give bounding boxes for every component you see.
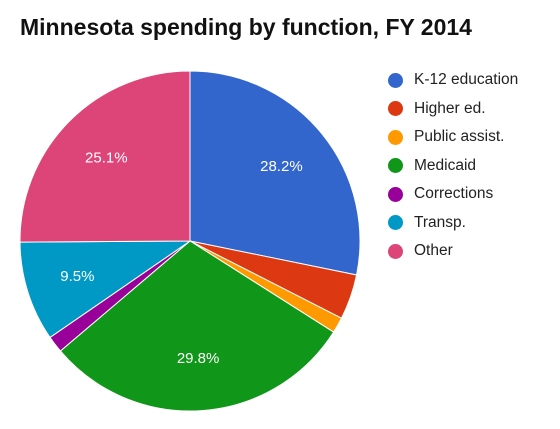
legend-label: Corrections bbox=[414, 185, 494, 203]
legend-swatch bbox=[388, 186, 403, 202]
legend-item-public-assist: Public assist. bbox=[388, 123, 518, 152]
legend-label: Higher ed. bbox=[414, 99, 486, 117]
pie-slice-medicaid bbox=[59, 240, 335, 412]
legend-label: Public assist. bbox=[414, 128, 505, 146]
legend-swatch bbox=[388, 158, 403, 174]
chart-legend: K-12 education Higher ed. Public assist. Me… bbox=[388, 66, 518, 266]
pie-slices bbox=[19, 70, 361, 412]
legend-label: Medicaid bbox=[414, 156, 477, 174]
legend-swatch bbox=[388, 215, 403, 231]
legend-swatch bbox=[388, 243, 403, 259]
legend-item-k-12-education: K-12 education bbox=[388, 66, 518, 95]
legend-item-other: Other bbox=[388, 237, 518, 266]
slice-label-transp: 9.5% bbox=[60, 268, 94, 285]
slice-label-other: 25.1% bbox=[85, 149, 128, 166]
pie-slice-other bbox=[19, 70, 191, 243]
legend-swatch bbox=[388, 129, 403, 145]
legend-label: Transp. bbox=[414, 213, 466, 231]
legend-swatch bbox=[388, 72, 403, 88]
slice-label-k-12-education: 28.2% bbox=[260, 158, 303, 175]
legend-item-transp: Transp. bbox=[388, 209, 518, 238]
legend-item-higher-ed: Higher ed. bbox=[388, 95, 518, 124]
legend-label: K-12 education bbox=[414, 71, 519, 89]
legend-label: Other bbox=[414, 242, 453, 260]
pie-slice-transp bbox=[19, 240, 192, 339]
legend-item-corrections: Corrections bbox=[388, 180, 518, 209]
pie-slice-labels: 28.2% 29.8% 9.5% 25.1% bbox=[60, 149, 302, 367]
chart-title: Minnesota spending by function, FY 2014 bbox=[20, 14, 472, 40]
pie-slice-k-12-education bbox=[189, 70, 361, 276]
slice-label-medicaid: 29.8% bbox=[177, 350, 220, 367]
legend-item-medicaid: Medicaid bbox=[388, 152, 518, 181]
legend-swatch bbox=[388, 101, 403, 117]
